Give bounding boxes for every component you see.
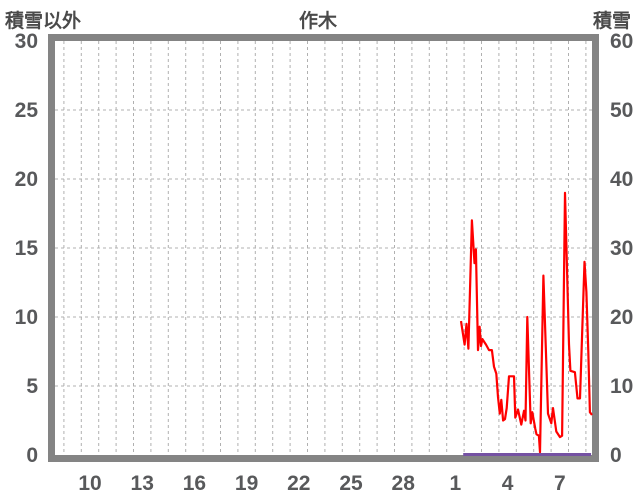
y-right-tick-label: 0: [610, 444, 622, 467]
right-axis-title: 積雪: [592, 11, 631, 32]
left-axis-title: 積雪以外: [5, 11, 82, 32]
chart-title: 作木: [298, 11, 338, 32]
y-right-tick-label: 50: [610, 99, 633, 122]
y-left-tick-label: 25: [15, 99, 39, 122]
x-tick-label: 7: [554, 472, 566, 495]
y-left-tick-label: 30: [15, 30, 38, 53]
y-right-tick-label: 10: [610, 375, 633, 398]
x-tick-label: 13: [131, 472, 154, 495]
y-right-tick-label: 60: [610, 30, 633, 53]
x-tick-label: 16: [183, 472, 206, 495]
x-tick-label: 19: [235, 472, 258, 495]
x-tick-label: 10: [78, 472, 101, 495]
x-tick-label: 1: [450, 472, 462, 495]
series-line-other-than-snow: [459, 191, 593, 454]
y-left-tick-label: 5: [26, 375, 38, 398]
y-right-tick-label: 20: [610, 306, 633, 329]
x-tick-label: 28: [392, 472, 416, 495]
y-left-tick-label: 10: [15, 306, 38, 329]
x-tick-label: 22: [287, 472, 310, 495]
y-left-tick-label: 0: [26, 444, 38, 467]
plot-frame: [48, 34, 599, 462]
y-right-tick-label: 30: [610, 237, 633, 260]
x-tick-label: 4: [502, 472, 514, 495]
x-tick-label: 25: [339, 472, 363, 495]
y-left-tick-label: 15: [15, 237, 39, 260]
y-right-tick-label: 40: [610, 168, 633, 191]
y-left-tick-label: 20: [15, 168, 38, 191]
